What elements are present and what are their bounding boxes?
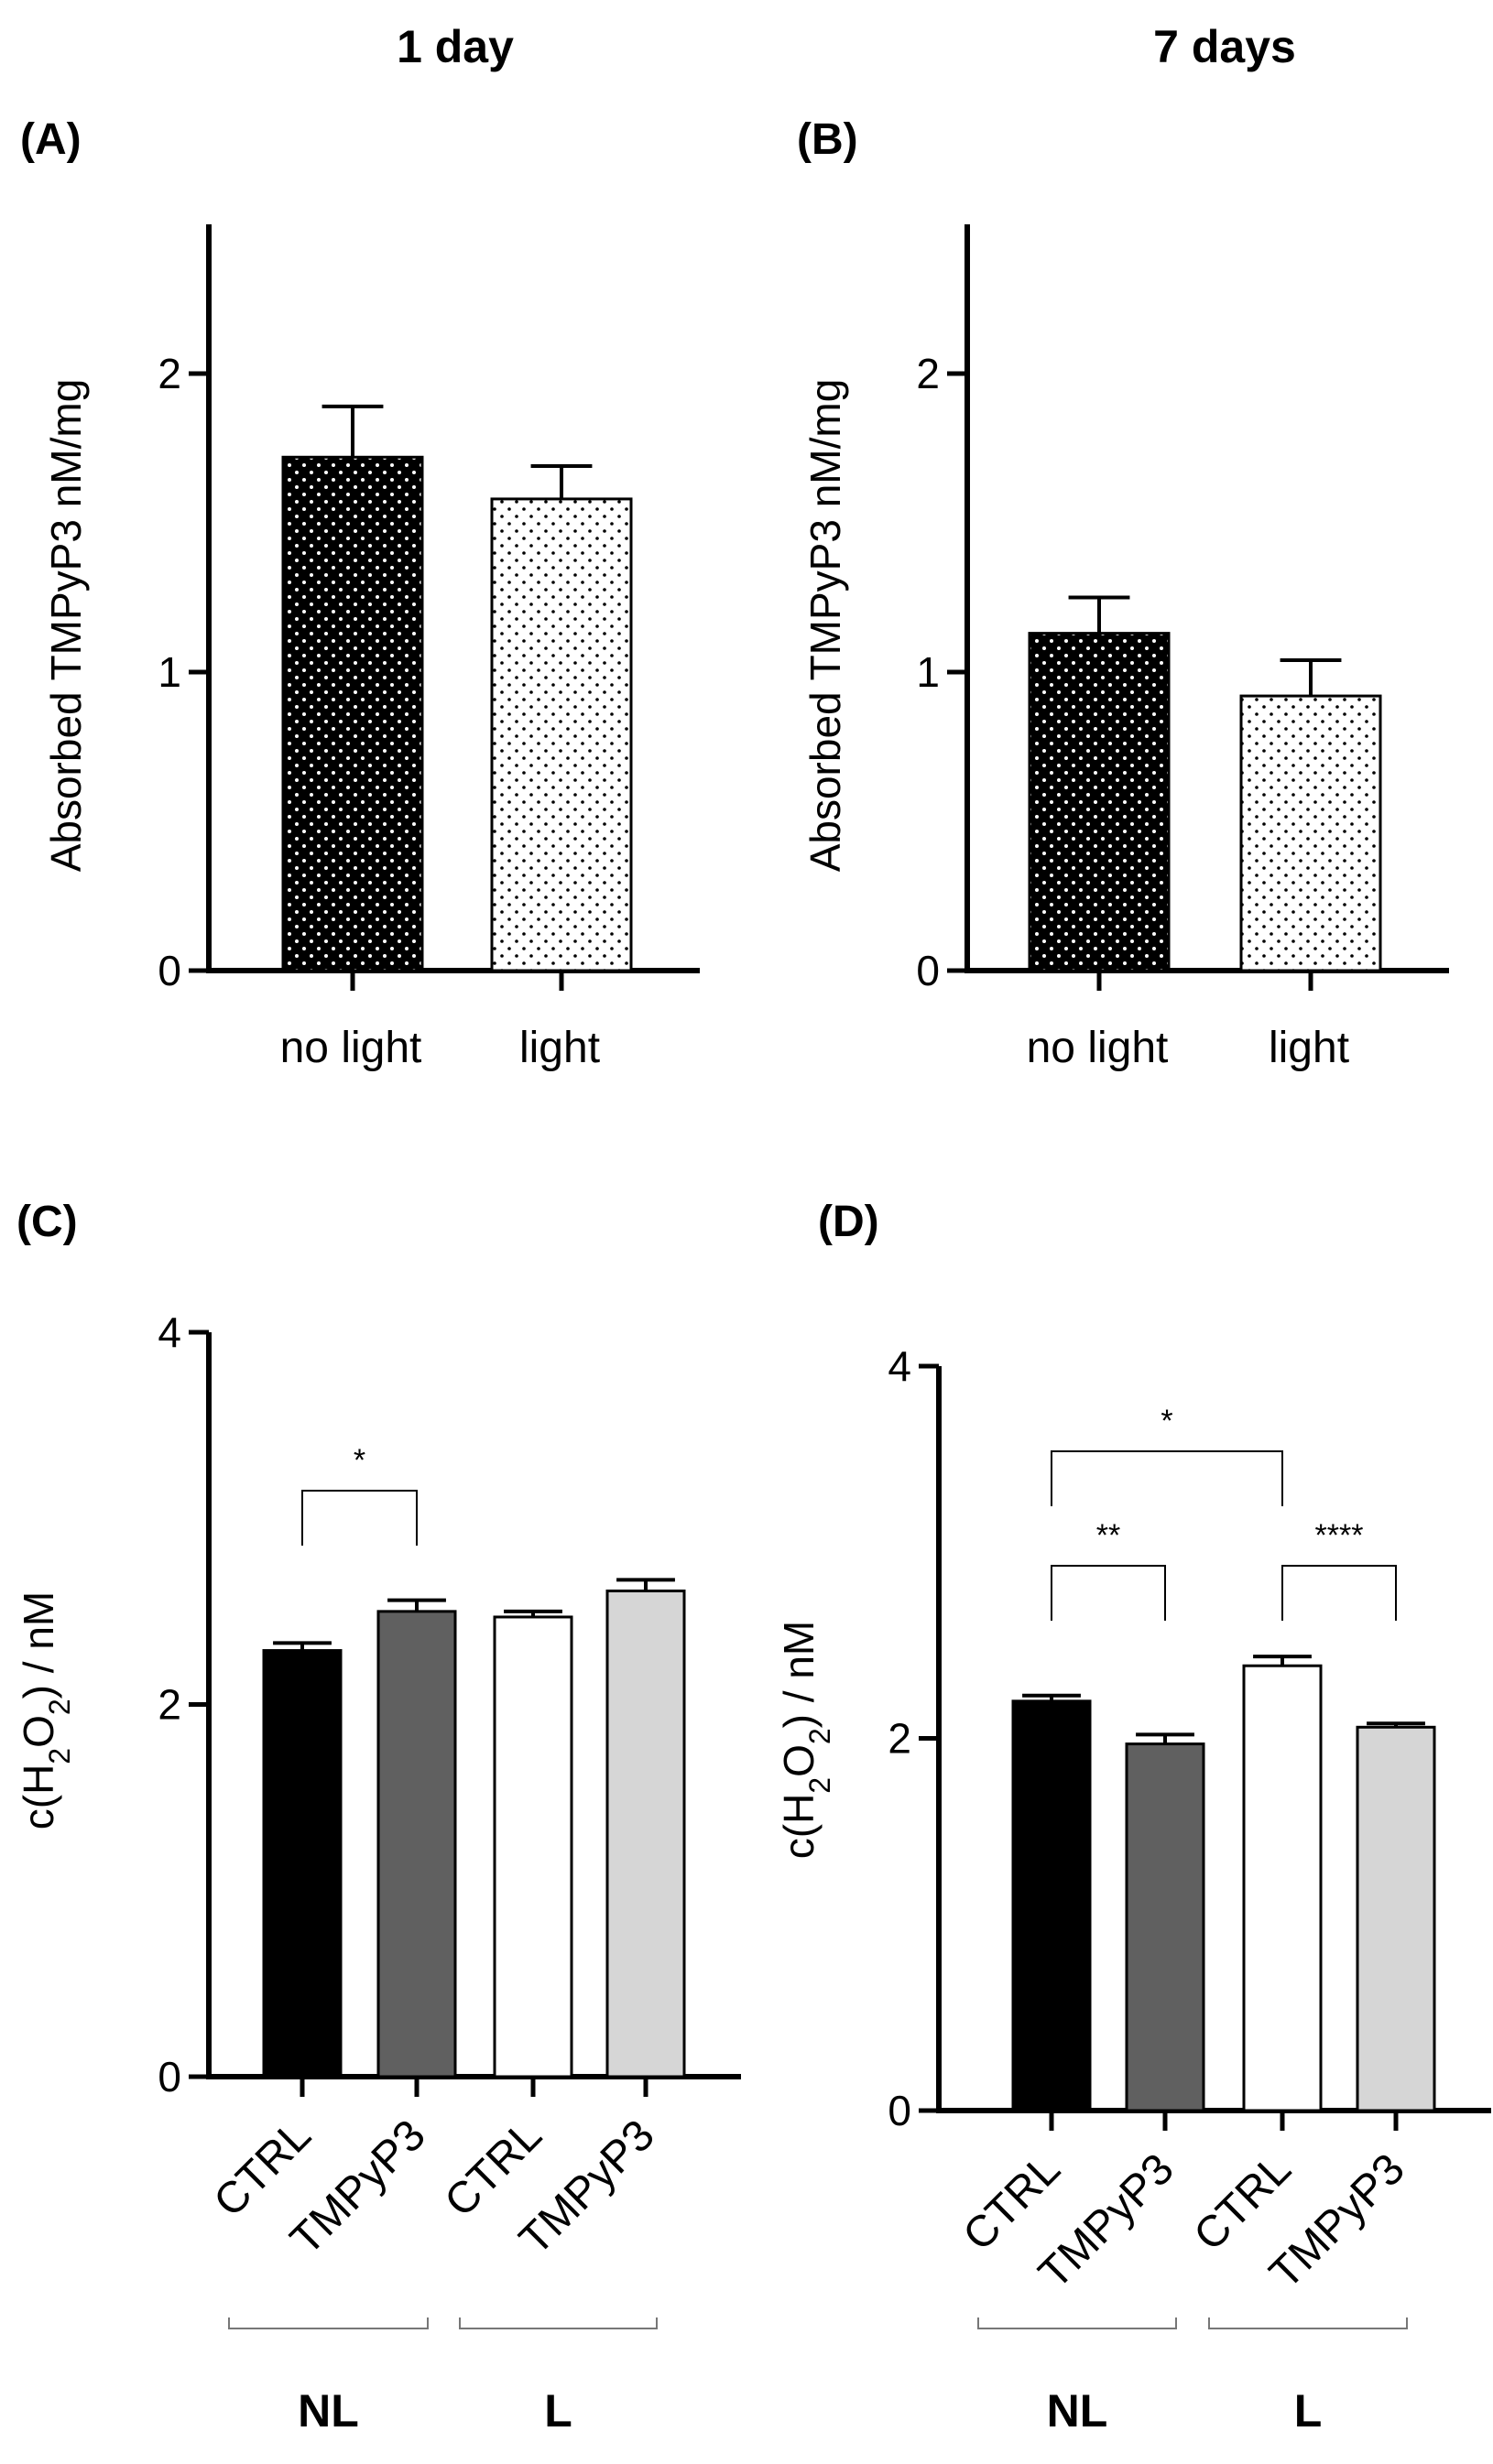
column-title-1-day: 1 day	[397, 21, 514, 72]
panel-a: (A) 0 1 2 Absorbed TMPyP3 nM/mg no light light	[20, 115, 700, 1072]
y-tick-label: 2	[158, 1681, 181, 1729]
y-tick-label: 4	[888, 1342, 911, 1390]
y-tick-label: 1	[158, 648, 181, 696]
significance-bracket	[1051, 1450, 1283, 1506]
y-tick-label: 2	[158, 350, 181, 397]
y-tick-label: 1	[916, 648, 940, 696]
panel-letter: (A)	[20, 115, 82, 164]
y-tick-label: 2	[888, 1715, 911, 1763]
column-title-7-days: 7 days	[1153, 21, 1296, 72]
y-axis-label: Absorbed TMPyP3 nM/mg	[801, 379, 849, 873]
x-tick-label: no light	[1027, 1024, 1169, 1072]
significance-bracket	[1051, 1565, 1166, 1621]
group-label: L	[1294, 2385, 1323, 2437]
group-bracket	[1208, 2317, 1408, 2329]
bar	[1125, 1742, 1205, 2112]
x-tick-label: no light	[280, 1024, 422, 1072]
bar	[605, 1590, 686, 2079]
group-bracket	[459, 2317, 658, 2329]
group-label: L	[544, 2385, 572, 2437]
bar	[281, 455, 424, 972]
significance-label: ****	[1315, 1518, 1364, 1553]
significance-bracket	[1281, 1565, 1397, 1621]
panel-b: (B) 0 1 2 Absorbed TMPyP3 nM/mg no light light	[797, 115, 1449, 1072]
panel-letter: (D)	[818, 1198, 879, 1246]
y-axis-label: c(H2O2) / nM	[775, 1621, 836, 1859]
significance-bracket	[301, 1490, 418, 1546]
y-tick-label: 2	[916, 350, 940, 397]
bar	[490, 497, 633, 972]
y-tick-label: 0	[888, 2087, 911, 2134]
bar	[1242, 1664, 1323, 2112]
x-tick-label: light	[1269, 1024, 1349, 1072]
group-label: NL	[1047, 2385, 1108, 2437]
x-tick-label: light	[519, 1024, 600, 1072]
y-axis-label: Absorbed TMPyP3 nM/mg	[42, 379, 90, 873]
significance-label: *	[1161, 1404, 1172, 1438]
y-tick-label: 0	[916, 947, 940, 994]
significance-label: *	[354, 1443, 365, 1478]
bar	[1239, 694, 1382, 972]
bar	[376, 1610, 457, 2079]
y-tick-label: 0	[158, 2053, 181, 2100]
bar	[1028, 632, 1171, 972]
y-tick-label: 0	[158, 947, 181, 994]
bar	[493, 1615, 573, 2079]
panel-letter: (C)	[16, 1198, 78, 1246]
group-bracket	[228, 2317, 429, 2329]
bar	[262, 1649, 343, 2079]
y-axis-label: c(H2O2) / nM	[15, 1591, 76, 1829]
bar	[1356, 1725, 1436, 2112]
significance-label: **	[1096, 1518, 1120, 1553]
panel-letter: (B)	[797, 115, 858, 164]
group-label: NL	[298, 2385, 359, 2437]
y-tick-label: 4	[158, 1308, 181, 1356]
group-bracket	[977, 2317, 1177, 2329]
bar	[1011, 1699, 1092, 2112]
